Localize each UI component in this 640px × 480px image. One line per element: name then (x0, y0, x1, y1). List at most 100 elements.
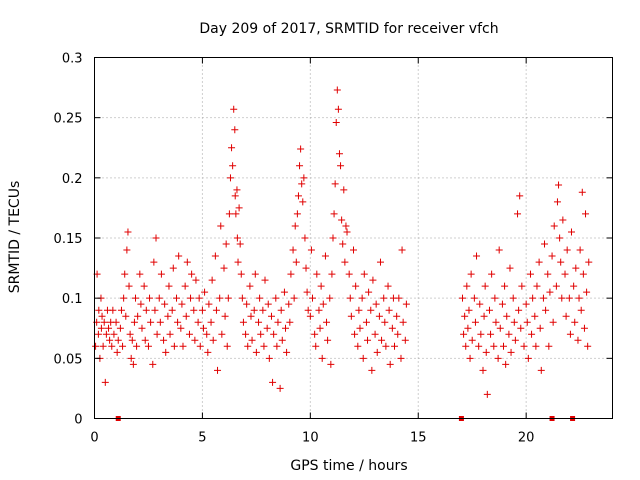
data-point (121, 270, 129, 278)
data-point (488, 270, 496, 278)
data-point (475, 342, 483, 350)
data-point (246, 282, 254, 290)
data-point (394, 330, 402, 338)
data-point (341, 258, 349, 266)
data-point (340, 186, 348, 194)
data-point (212, 306, 220, 314)
data-point (528, 330, 536, 338)
data-point (168, 306, 176, 314)
data-point (141, 336, 149, 344)
data-point (313, 270, 321, 278)
data-point (544, 270, 552, 278)
data-point (117, 306, 125, 314)
data-point (231, 192, 239, 200)
data-point (144, 342, 152, 350)
data-point (559, 216, 567, 224)
data-point (397, 354, 405, 362)
data-point (571, 318, 579, 326)
data-point (323, 318, 331, 326)
data-point (110, 330, 118, 338)
data-point (129, 360, 137, 368)
data-point (311, 330, 319, 338)
data-point (473, 252, 481, 260)
data-point (480, 312, 488, 320)
data-point (133, 342, 141, 350)
data-point (248, 336, 256, 344)
data-point (548, 252, 556, 260)
data-point (226, 174, 234, 182)
data-point (584, 342, 592, 350)
data-point (343, 228, 351, 236)
data-point (526, 270, 534, 278)
x-tick-label: 0 (90, 431, 98, 446)
data-point (342, 222, 350, 230)
data-point (367, 306, 375, 314)
data-point (549, 318, 557, 326)
data-point (188, 270, 196, 278)
data-point (574, 336, 582, 344)
data-point (335, 150, 343, 158)
data-point (467, 270, 475, 278)
data-point (179, 342, 187, 350)
y-tick-label: 0.3 (62, 52, 83, 67)
data-point (558, 294, 566, 302)
data-point (315, 306, 323, 314)
data-point (265, 354, 273, 362)
data-point (112, 318, 120, 326)
data-point (276, 384, 284, 392)
data-point (550, 222, 558, 230)
data-point (220, 264, 228, 272)
data-point (561, 270, 569, 278)
data-point (251, 270, 259, 278)
data-point (369, 276, 377, 284)
data-point (338, 216, 346, 224)
data-point (531, 312, 539, 320)
data-point (481, 282, 489, 290)
data-point (501, 282, 509, 290)
data-point (509, 294, 517, 302)
data-point (151, 306, 159, 314)
data-point (233, 234, 241, 242)
data-point (304, 306, 312, 314)
data-point (123, 246, 131, 254)
data-point (259, 306, 267, 314)
data-point (496, 324, 504, 332)
data-point (539, 294, 547, 302)
data-point (127, 354, 135, 362)
data-point (204, 348, 212, 356)
data-point (228, 144, 236, 152)
x-axis-label: GPS time / hours (290, 458, 407, 474)
data-point (187, 294, 195, 302)
data-point (375, 312, 383, 320)
data-point (126, 330, 134, 338)
data-point (365, 288, 373, 296)
data-point (402, 300, 410, 308)
data-point (270, 330, 278, 338)
data-point (290, 294, 298, 302)
data-point (471, 318, 479, 326)
data-point (203, 330, 211, 338)
data-point (238, 294, 246, 302)
data-point (522, 300, 530, 308)
data-point (376, 258, 384, 266)
data-point (98, 312, 106, 320)
data-point (368, 366, 376, 374)
data-point (580, 324, 588, 332)
data-point (502, 360, 510, 368)
data-point (196, 342, 204, 350)
data-point (577, 306, 585, 314)
data-point (505, 330, 513, 338)
data-point (122, 312, 130, 320)
data-point (185, 330, 193, 338)
data-point (294, 192, 302, 200)
data-point (515, 306, 523, 314)
data-point (108, 342, 116, 350)
x-tick-label: 20 (518, 431, 535, 446)
data-point (306, 312, 314, 320)
data-point (94, 330, 102, 338)
data-point (243, 300, 251, 308)
data-point (124, 228, 132, 236)
data-point (216, 294, 224, 302)
data-point (199, 324, 207, 332)
data-point (491, 294, 499, 302)
